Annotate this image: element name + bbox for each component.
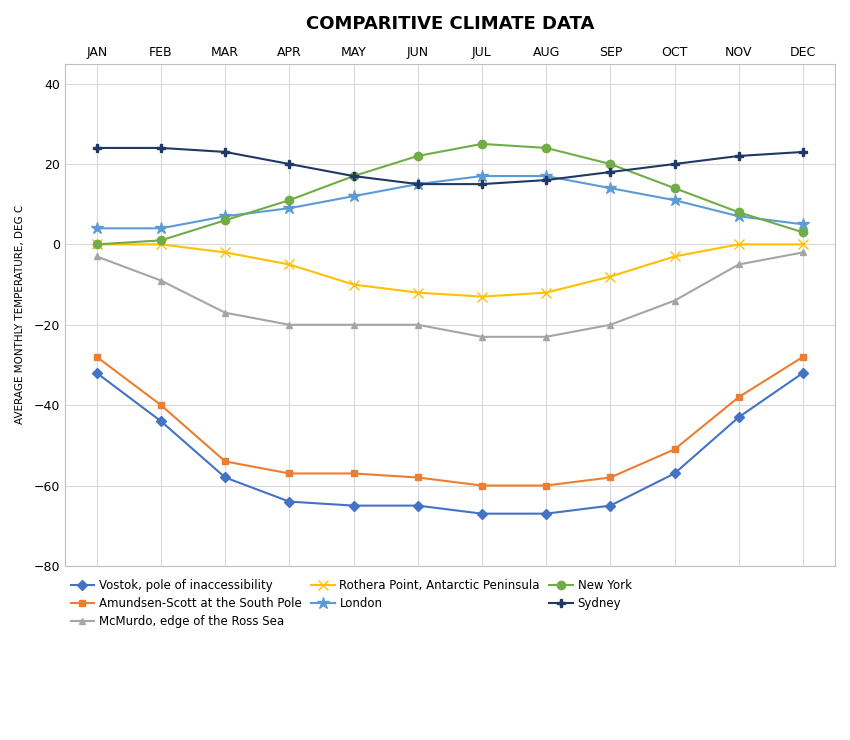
New York xyxy=(670,184,680,192)
London xyxy=(734,212,744,221)
Amundsen-Scott at the South Pole xyxy=(734,393,744,402)
McMurdo, edge of the Ross Sea xyxy=(798,248,808,257)
London xyxy=(541,172,552,181)
Rothera Point, Antarctic Peninsula xyxy=(541,288,552,297)
New York xyxy=(220,216,230,225)
Vostok, pole of inaccessibility xyxy=(605,501,615,510)
London xyxy=(284,204,294,212)
Line: Sydney: Sydney xyxy=(93,144,807,188)
Rothera Point, Antarctic Peninsula xyxy=(605,272,615,281)
McMurdo, edge of the Ross Sea xyxy=(477,332,487,341)
McMurdo, edge of the Ross Sea xyxy=(284,320,294,329)
London xyxy=(605,184,615,192)
London xyxy=(348,192,359,201)
New York xyxy=(284,196,294,205)
Line: Amundsen-Scott at the South Pole: Amundsen-Scott at the South Pole xyxy=(94,354,807,489)
London xyxy=(92,224,102,233)
London xyxy=(412,180,422,189)
Vostok, pole of inaccessibility xyxy=(541,509,552,518)
Vostok, pole of inaccessibility xyxy=(348,501,359,510)
Rothera Point, Antarctic Peninsula xyxy=(220,248,230,257)
Line: New York: New York xyxy=(93,140,807,249)
Line: Vostok, pole of inaccessibility: Vostok, pole of inaccessibility xyxy=(94,369,807,517)
New York xyxy=(348,172,359,181)
Amundsen-Scott at the South Pole xyxy=(670,445,680,454)
Vostok, pole of inaccessibility xyxy=(284,497,294,506)
Rothera Point, Antarctic Peninsula xyxy=(284,260,294,269)
McMurdo, edge of the Ross Sea xyxy=(220,309,230,317)
Rothera Point, Antarctic Peninsula xyxy=(477,292,487,301)
McMurdo, edge of the Ross Sea xyxy=(734,260,744,269)
Sydney xyxy=(734,152,744,161)
Amundsen-Scott at the South Pole xyxy=(348,469,359,478)
Rothera Point, Antarctic Peninsula xyxy=(798,240,808,249)
London xyxy=(477,172,487,181)
McMurdo, edge of the Ross Sea xyxy=(670,296,680,305)
Sydney xyxy=(92,144,102,152)
New York xyxy=(92,240,102,249)
Vostok, pole of inaccessibility xyxy=(220,473,230,482)
New York xyxy=(156,236,166,245)
Amundsen-Scott at the South Pole xyxy=(156,400,166,409)
Amundsen-Scott at the South Pole xyxy=(92,352,102,361)
Sydney xyxy=(670,160,680,169)
Sydney xyxy=(798,147,808,156)
Amundsen-Scott at the South Pole xyxy=(798,352,808,361)
Amundsen-Scott at the South Pole xyxy=(477,481,487,490)
Amundsen-Scott at the South Pole xyxy=(541,481,552,490)
Amundsen-Scott at the South Pole xyxy=(605,473,615,482)
Sydney xyxy=(412,180,422,189)
London xyxy=(220,212,230,221)
Sydney xyxy=(348,172,359,181)
Sydney xyxy=(477,180,487,189)
Vostok, pole of inaccessibility xyxy=(670,469,680,478)
Amundsen-Scott at the South Pole xyxy=(284,469,294,478)
Sydney xyxy=(541,175,552,184)
Rothera Point, Antarctic Peninsula xyxy=(348,280,359,289)
Y-axis label: AVERAGE MONTHLY TEMPERATURE, DEG C: AVERAGE MONTHLY TEMPERATURE, DEG C xyxy=(15,205,25,424)
Sydney xyxy=(284,160,294,169)
Vostok, pole of inaccessibility xyxy=(412,501,422,510)
McMurdo, edge of the Ross Sea xyxy=(605,320,615,329)
Line: McMurdo, edge of the Ross Sea: McMurdo, edge of the Ross Sea xyxy=(94,249,807,340)
Title: COMPARITIVE CLIMATE DATA: COMPARITIVE CLIMATE DATA xyxy=(306,15,594,33)
Rothera Point, Antarctic Peninsula xyxy=(734,240,744,249)
Vostok, pole of inaccessibility xyxy=(477,509,487,518)
Rothera Point, Antarctic Peninsula xyxy=(412,288,422,297)
London xyxy=(670,196,680,205)
McMurdo, edge of the Ross Sea xyxy=(541,332,552,341)
London xyxy=(798,220,808,229)
Sydney xyxy=(156,144,166,152)
McMurdo, edge of the Ross Sea xyxy=(156,276,166,285)
Rothera Point, Antarctic Peninsula xyxy=(156,240,166,249)
Amundsen-Scott at the South Pole xyxy=(220,457,230,466)
New York xyxy=(412,152,422,161)
New York xyxy=(605,160,615,169)
Vostok, pole of inaccessibility xyxy=(798,369,808,377)
Vostok, pole of inaccessibility xyxy=(92,369,102,377)
Vostok, pole of inaccessibility xyxy=(734,413,744,422)
Sydney xyxy=(605,167,615,176)
New York xyxy=(798,228,808,237)
McMurdo, edge of the Ross Sea xyxy=(412,320,422,329)
McMurdo, edge of the Ross Sea xyxy=(348,320,359,329)
Rothera Point, Antarctic Peninsula xyxy=(92,240,102,249)
Rothera Point, Antarctic Peninsula xyxy=(670,252,680,261)
New York xyxy=(541,144,552,152)
Legend: Vostok, pole of inaccessibility, Amundsen-Scott at the South Pole, McMurdo, edge: Vostok, pole of inaccessibility, Amundse… xyxy=(71,579,632,628)
Line: Rothera Point, Antarctic Peninsula: Rothera Point, Antarctic Peninsula xyxy=(92,240,807,301)
Amundsen-Scott at the South Pole xyxy=(412,473,422,482)
London xyxy=(156,224,166,233)
New York xyxy=(477,139,487,148)
McMurdo, edge of the Ross Sea xyxy=(92,252,102,261)
New York xyxy=(734,208,744,217)
Line: London: London xyxy=(91,169,809,235)
Vostok, pole of inaccessibility xyxy=(156,417,166,425)
Sydney xyxy=(220,147,230,156)
